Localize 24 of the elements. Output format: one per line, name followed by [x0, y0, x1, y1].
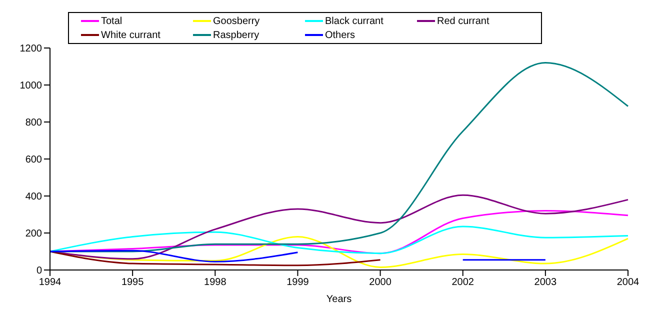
x-tick-label: 1998 — [204, 277, 227, 288]
x-tick-label: 1999 — [286, 277, 310, 288]
y-tick-label: 1000 — [20, 80, 42, 92]
x-tick-label: 2004 — [616, 277, 640, 288]
y-tick-label: 0 — [36, 266, 42, 277]
legend-label: Black currant — [325, 16, 384, 26]
x-axis-title: Years — [326, 294, 352, 305]
x-tick-label: 1995 — [121, 277, 144, 288]
line-series — [49, 62, 629, 252]
y-tick-label: 600 — [25, 154, 42, 166]
legend-label: Red currant — [437, 16, 490, 26]
legend-label: Raspberry — [213, 30, 260, 40]
y-tick-label: 200 — [25, 228, 42, 240]
x-tick-label: 2002 — [452, 277, 474, 288]
legend-label: Goosberry — [213, 16, 260, 26]
x-tick-label: 2000 — [369, 277, 392, 288]
x-tick-label: 2003 — [534, 277, 557, 288]
y-tick-label: 400 — [25, 192, 42, 203]
y-tick-label: 800 — [25, 118, 42, 129]
y-tick-label: 1200 — [20, 44, 42, 55]
legend-label: White currant — [101, 30, 160, 40]
x-tick-label: 1994 — [38, 277, 62, 288]
legend-label: Others — [325, 30, 356, 40]
legend-label: Total — [101, 16, 122, 26]
